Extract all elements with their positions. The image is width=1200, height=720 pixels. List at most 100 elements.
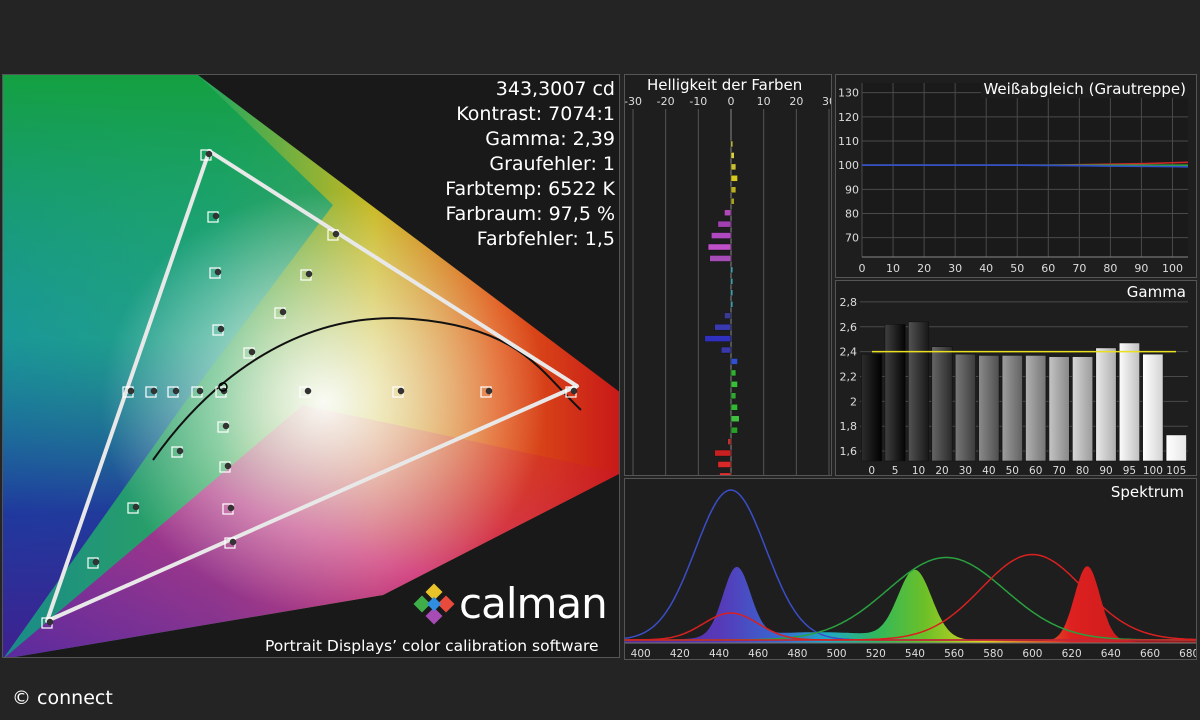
- wb-series-blau: [862, 164, 1189, 168]
- wb-y-tick: 130: [838, 87, 859, 100]
- gamma-title: Gamma: [1126, 283, 1186, 301]
- gamma-x-tick: 0: [868, 465, 875, 476]
- wb-y-tick: 120: [838, 111, 859, 124]
- wb-x-tick: 0: [859, 262, 866, 275]
- measured-point: [397, 387, 405, 395]
- brightness-bar: [727, 438, 732, 445]
- gamma-x-tick: 20: [935, 465, 948, 476]
- wb-x-tick: 70: [1072, 262, 1086, 275]
- spectrum-x-tick: 620: [1062, 648, 1082, 660]
- gamma-x-tick: 40: [982, 465, 995, 476]
- wb-x-tick: 60: [1041, 262, 1055, 275]
- gamma-x-tick: 60: [1029, 465, 1042, 476]
- brightness-bar: [719, 472, 732, 475]
- brightness-bar: [730, 426, 738, 434]
- brightness-bar: [730, 266, 733, 274]
- gamma-y-tick: 2: [850, 395, 857, 408]
- gamma-bar: [861, 353, 883, 462]
- spectrum-x-tick: 440: [709, 648, 729, 660]
- spectrum-x-tick: 680: [1179, 648, 1197, 660]
- wb-y-tick: 80: [845, 208, 859, 221]
- brightness-x-tick: -20: [657, 95, 675, 108]
- color-temp-value: Farbtemp: 6522 K: [445, 178, 615, 200]
- gamma-x-tick: 100: [1143, 465, 1163, 476]
- spectrum-x-tick: 580: [983, 648, 1003, 660]
- brightness-bar: [730, 140, 733, 148]
- spectrum-x-tick: 540: [905, 648, 925, 660]
- spectrum-x-tick: 400: [631, 648, 651, 660]
- brightness-x-tick: 0: [728, 95, 735, 108]
- reference-curve-rot: [625, 553, 1196, 641]
- brightness-bar: [730, 392, 737, 400]
- brightness-bar: [730, 381, 738, 388]
- brightness-x-tick: 20: [789, 95, 803, 108]
- gamma-bar: [1072, 356, 1094, 462]
- measured-point: [485, 387, 493, 395]
- gamma-bar: [908, 321, 930, 462]
- brightness-bar: [730, 278, 733, 285]
- gamma-bar: [954, 353, 976, 462]
- gamma-y-tick: 1,6: [840, 445, 858, 458]
- wb-x-tick: 10: [886, 262, 900, 275]
- measured-point: [196, 387, 204, 395]
- brightness-bar: [704, 335, 732, 342]
- wb-x-tick: 40: [979, 262, 993, 275]
- white-balance-chart: 70 80 90 100 110 120 130 0 10 20 30 40 50 60 70 80 90 100…: [835, 74, 1197, 278]
- brightness-bar: [724, 209, 732, 216]
- brightness-bar: [730, 289, 733, 296]
- luminance-value: 343,3007 cd: [495, 78, 615, 100]
- brightness-bar: [709, 255, 732, 262]
- measured-point: [46, 618, 54, 626]
- brightness-of-colors-chart: Helligkeit der Farben -30 -20 -10 0 10 20 30: [624, 74, 832, 476]
- gamma-y-tick: 2,4: [840, 346, 858, 359]
- measured-point: [205, 150, 213, 158]
- measured-point: [224, 462, 232, 470]
- brightness-bar: [730, 175, 738, 182]
- spectrum-title: Spektrum: [1110, 483, 1184, 501]
- measurement-stats: 343,3007 cd Kontrast: 7074:1 Gamma: 2,39…: [445, 77, 615, 252]
- cie-chromaticity-chart: 343,3007 cd Kontrast: 7074:1 Gamma: 2,39…: [2, 74, 620, 658]
- gamma-bar: [1142, 353, 1164, 462]
- gamma-x-tick: 10: [912, 465, 925, 476]
- gamma-chart: 1,6 1,8 2 2,2 2,4 2,6 2,8 0 5 10 20 30 40 50 60 70 80 90 9…: [835, 280, 1197, 476]
- gamma-bar: [1025, 355, 1047, 462]
- measured-point: [212, 212, 220, 220]
- spectrum-x-tick: 520: [866, 648, 886, 660]
- spectrum-chart: 400 420 440 460 480 500 520 540 560 580 600 620 640 6…: [624, 478, 1197, 660]
- color-error-value: Farbfehler: 1,5: [476, 228, 615, 250]
- copyright-notice: © connect: [12, 687, 113, 709]
- brightness-bar: [717, 220, 732, 228]
- measured-point: [176, 447, 184, 455]
- gamma-x-tick: 30: [959, 465, 972, 476]
- wb-x-tick: 20: [917, 262, 931, 275]
- gamma-bar: [1095, 347, 1117, 462]
- brightness-bar: [730, 404, 738, 411]
- wb-y-tick: 100: [838, 159, 859, 172]
- measured-point: [150, 387, 158, 395]
- spectrum-x-tick: 480: [787, 648, 807, 660]
- brightness-x-tick: -10: [689, 95, 707, 108]
- gamma-x-tick: 95: [1123, 465, 1136, 476]
- grey-error-value: Graufehler: 1: [489, 153, 615, 175]
- measured-point: [92, 558, 100, 566]
- measured-point: [222, 422, 230, 430]
- brightness-bar: [711, 232, 732, 239]
- gamma-y-tick: 2,8: [840, 296, 858, 309]
- white-point: [218, 382, 228, 392]
- brightness-bar: [724, 312, 732, 319]
- measured-point: [227, 504, 235, 512]
- gamma-x-tick: 50: [1006, 465, 1019, 476]
- brightness-bar: [730, 163, 737, 171]
- cie-white-glow: [3, 75, 619, 657]
- brightness-bar: [730, 415, 740, 422]
- measured-point: [279, 308, 287, 316]
- measured-point: [305, 270, 313, 278]
- cie-diagram: [3, 75, 619, 657]
- spectrum-plot: 400 420 440 460 480 500 520 540 560 580 600 620 640 6…: [625, 489, 1197, 660]
- measured-point: [248, 348, 256, 356]
- calman-logo: calman: [411, 579, 619, 633]
- wb-x-tick: 90: [1134, 262, 1148, 275]
- brightness-x-tick: 10: [757, 95, 771, 108]
- brightness-bar: [730, 186, 737, 193]
- contrast-value: Kontrast: 7074:1: [456, 103, 615, 125]
